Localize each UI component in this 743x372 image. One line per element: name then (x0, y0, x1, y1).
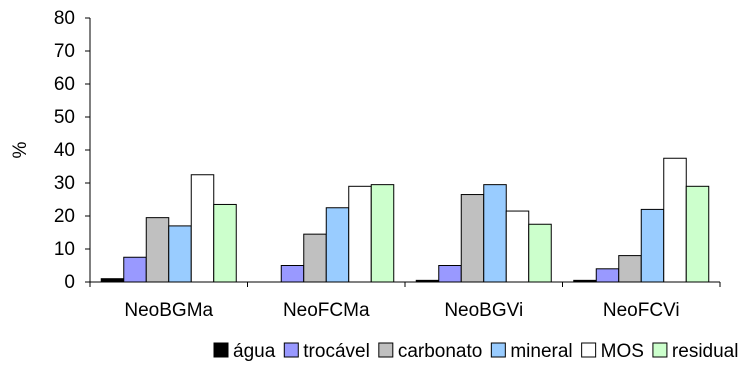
legend-swatch (652, 342, 668, 358)
legend-label: carbonato (398, 341, 483, 362)
bar-trocável-NeoBGMa (123, 256, 147, 283)
bar-água-NeoFCVi (573, 279, 597, 283)
y-tick-label: 50 (54, 107, 75, 128)
legend-swatch (581, 342, 597, 358)
bar-residual-NeoBGVi (528, 223, 552, 283)
bar-residual-NeoFCMa (370, 184, 395, 283)
y-tick-label: 10 (54, 239, 75, 260)
y-tick-label: 60 (54, 74, 75, 95)
legend-label: residual (672, 341, 739, 362)
x-category-label: NeoFCMa (283, 300, 370, 321)
bar-MOS-NeoBGVi (505, 210, 530, 283)
legend: água trocável carbonato mineral MOS residual (213, 341, 739, 362)
y-tick-label: 0 (64, 272, 75, 293)
bar-água-NeoBGMa (100, 278, 125, 283)
legend-label: mineral (510, 341, 572, 362)
x-category-label: NeoFCVi (603, 300, 680, 321)
bar-trocável-NeoBGVi (438, 265, 462, 283)
y-tick-label: 20 (54, 206, 75, 227)
y-tick-label: 70 (54, 41, 75, 62)
legend-swatch (378, 342, 394, 358)
y-axis-label: % (10, 141, 31, 158)
x-category-label: NeoBGMa (124, 300, 213, 321)
legend-swatch (490, 342, 506, 358)
bar-residual-NeoBGMa (213, 203, 237, 283)
bars (100, 157, 710, 283)
bar-mineral-NeoBGVi (483, 184, 507, 283)
bar-mineral-NeoFCVi (640, 208, 665, 283)
bar-mineral-NeoBGMa (168, 225, 192, 283)
bar-MOS-NeoBGMa (190, 174, 215, 283)
bar-carbonato-NeoFCMa (303, 233, 327, 283)
bar-trocável-NeoFCVi (595, 268, 620, 283)
legend-label: água (233, 341, 276, 362)
bar-carbonato-NeoBGMa (145, 217, 170, 283)
bar-água-NeoBGVi (415, 279, 440, 283)
legend-label: MOS (601, 341, 644, 362)
bar-carbonato-NeoFCVi (618, 255, 642, 283)
x-category-label: NeoBGVi (444, 300, 523, 321)
y-tick-label: 30 (54, 173, 75, 194)
legend-label: trocável (303, 341, 370, 362)
bar-trocável-NeoFCMa (280, 265, 305, 283)
bar-MOS-NeoFCMa (348, 185, 372, 283)
y-tick-label: 40 (54, 140, 75, 161)
y-tick-label: 80 (54, 8, 75, 29)
bar-carbonato-NeoBGVi (460, 194, 485, 283)
bar-mineral-NeoFCMa (325, 207, 350, 283)
bar-MOS-NeoFCVi (663, 157, 687, 283)
labels: 0 10 20 30 40 50 60 70 80% NeoBGMa NeoFCMa NeoBGVi N… (10, 8, 680, 321)
legend-swatch (213, 342, 229, 358)
bar-residual-NeoFCVi (685, 185, 710, 283)
legend-swatch (283, 342, 299, 358)
